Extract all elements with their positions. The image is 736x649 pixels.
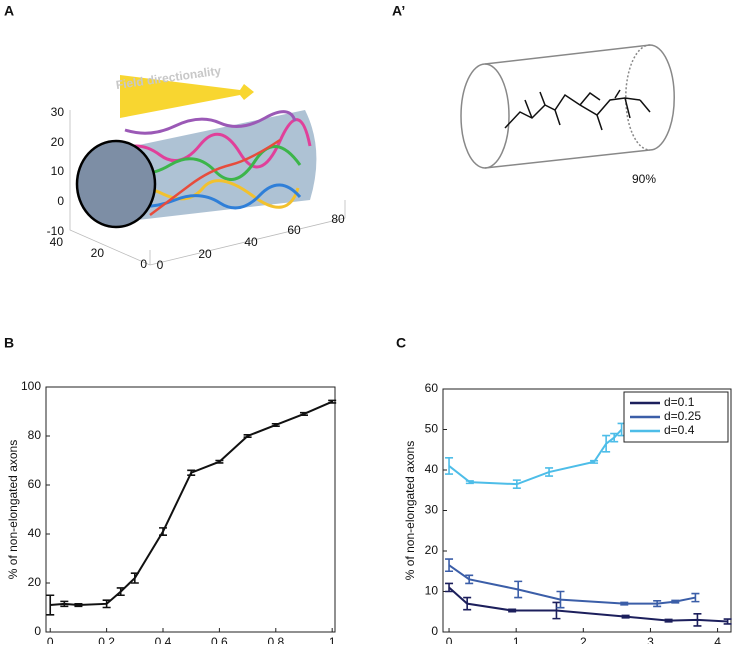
error-bar	[102, 599, 111, 609]
x-tick-label: 3	[647, 635, 654, 644]
cylinder-diagram: 90%	[460, 44, 675, 186]
error-bar	[60, 600, 69, 608]
panel-label: A	[4, 3, 14, 19]
error-bar	[621, 614, 630, 619]
error-bar	[116, 587, 125, 597]
y-tick-label: 50	[425, 422, 439, 436]
error-bar	[215, 459, 224, 464]
legend-label: d=0.25	[664, 409, 701, 423]
y-tick-label: 10	[425, 584, 439, 598]
error-bar	[691, 592, 700, 603]
x-tick-label: 1	[513, 635, 520, 644]
z-tick-label: 10	[51, 164, 65, 178]
x-tick-label: 1	[329, 635, 336, 644]
error-bar	[610, 432, 619, 443]
x-tick-label: 0	[446, 635, 453, 644]
error-bar	[271, 422, 280, 427]
error-bar	[463, 596, 472, 611]
error-bar	[590, 459, 599, 464]
y-tick-label: 40	[50, 235, 64, 249]
y-tick-label: 0	[34, 624, 41, 638]
error-bar	[445, 457, 454, 475]
error-bar	[664, 618, 673, 623]
error-bar	[159, 527, 168, 537]
error-bar	[512, 479, 521, 490]
x-tick-label: 60	[287, 223, 301, 237]
error-bar	[602, 434, 611, 453]
error-bar	[74, 603, 83, 608]
z-tick-label: -10	[47, 224, 65, 238]
error-bar	[187, 469, 196, 476]
panel-label: C	[396, 335, 406, 351]
x-tick-label: 4	[714, 635, 721, 644]
error-bar	[556, 590, 565, 609]
error-bar	[328, 399, 337, 404]
x-tick-label: 20	[198, 247, 212, 261]
y-tick-label: 40	[28, 526, 42, 540]
y-tick-label: 20	[425, 543, 439, 557]
y-tick-label: 30	[425, 503, 439, 517]
axon-cylinder: Field directionality	[69, 63, 346, 266]
x-tick-label: 0.6	[211, 635, 228, 644]
error-bar	[671, 599, 680, 604]
panel-label: B	[4, 335, 14, 351]
error-bar	[552, 601, 561, 620]
data-line	[448, 586, 728, 623]
y-tick-label: 60	[425, 381, 439, 395]
error-bar	[299, 411, 308, 416]
z-tick-label: 0	[57, 194, 64, 208]
panel-label: A’	[392, 3, 405, 19]
y-tick-label: 60	[28, 477, 42, 491]
error-bar	[445, 582, 454, 593]
x-tick-label: 2	[580, 635, 587, 644]
error-bar	[130, 572, 139, 584]
x-tick-label: 0	[47, 635, 54, 644]
x-tick-label: 0.4	[155, 635, 172, 644]
annotation: 90%	[632, 172, 656, 186]
y-tick-label: 20	[28, 575, 42, 589]
data-line	[50, 400, 333, 607]
error-bar	[445, 558, 454, 573]
y-tick-label: 20	[91, 246, 105, 260]
error-bar	[46, 594, 55, 616]
error-bar	[693, 612, 702, 627]
z-tick-label: 20	[51, 135, 65, 149]
legend-label: d=0.1	[664, 395, 695, 409]
y-axis-label: % of non-elongated axons	[6, 440, 20, 579]
legend-label: d=0.4	[664, 423, 695, 437]
error-bar	[465, 574, 474, 585]
error-bar	[243, 433, 252, 439]
x-tick-label: 0	[157, 258, 164, 272]
error-bar	[514, 580, 523, 599]
y-axis-label: % of non-elongated axons	[403, 441, 417, 580]
data-line	[448, 428, 623, 486]
x-tick-label: 40	[244, 235, 258, 249]
error-bar	[545, 467, 554, 477]
x-tick-label: 80	[331, 212, 345, 226]
error-bar	[653, 600, 662, 608]
y-tick-label: 100	[21, 379, 41, 393]
axes-frame	[45, 386, 336, 633]
data-line	[448, 564, 696, 605]
x-tick-label: 0.2	[98, 635, 115, 644]
error-bar	[723, 618, 732, 625]
error-bar	[620, 601, 629, 606]
error-bar	[508, 608, 517, 613]
x-tick-label: 0.8	[267, 635, 284, 644]
error-bar	[465, 480, 474, 485]
z-tick-label: 30	[51, 105, 65, 119]
y-tick-label: 40	[425, 462, 439, 476]
y-tick-label: 0	[140, 257, 147, 271]
y-tick-label: 0	[431, 624, 438, 638]
y-tick-label: 80	[28, 428, 42, 442]
